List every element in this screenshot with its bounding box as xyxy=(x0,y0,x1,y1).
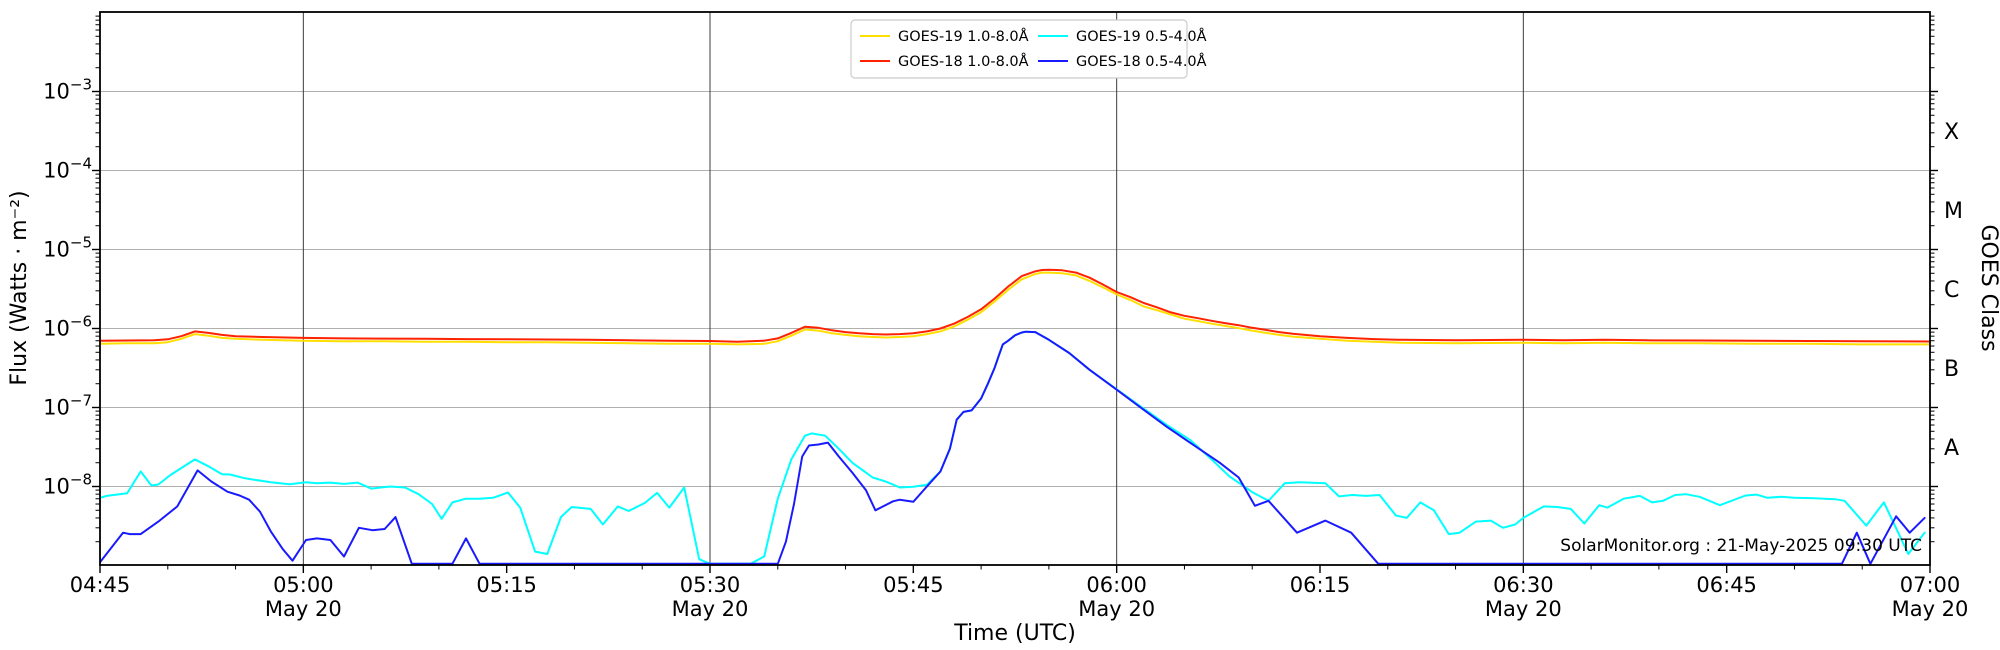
x-tick-label: 04:45 xyxy=(70,573,131,597)
legend-label-goes18-long: GOES-18 1.0-8.0Å xyxy=(898,53,1029,70)
series-curve-0 xyxy=(100,271,1930,346)
watermark: SolarMonitor.org : 21-May-2025 09:30 UTC xyxy=(1560,536,1922,556)
plot-frame xyxy=(99,11,1931,566)
legend-box xyxy=(850,19,1188,79)
x-tick-date-label: May 20 xyxy=(1078,597,1155,621)
goes-class-letter-B: B xyxy=(1944,357,1959,382)
x-tick-label: 07:00 xyxy=(1900,573,1961,597)
x-tick-label: 05:45 xyxy=(883,573,944,597)
y-tick-label: 10−8 xyxy=(43,471,92,499)
x-tick-label: 06:00 xyxy=(1086,573,1147,597)
x-tick-label: 06:15 xyxy=(1290,573,1351,597)
axis-titles: Time (UTC) Flux (Watts · m⁻²) GOES Class… xyxy=(7,190,2000,646)
y-tick-label: 10−4 xyxy=(43,155,92,183)
x-tick-label: 05:15 xyxy=(476,573,537,597)
y-tick-label: 10−5 xyxy=(43,234,92,262)
flux-curves xyxy=(100,268,1930,565)
legend-label-goes19-long: GOES-19 1.0-8.0Å xyxy=(898,28,1029,45)
axes-and-ticks xyxy=(92,11,1938,573)
legend-label-goes18-short: GOES-18 0.5-4.0Å xyxy=(1076,53,1207,70)
y-tick-label: 10−7 xyxy=(43,392,92,420)
y-tick-label: 10−6 xyxy=(43,313,92,341)
series-curve-3 xyxy=(100,330,1926,565)
x-tick-label: 06:45 xyxy=(1696,573,1757,597)
y-tick-label: 10−3 xyxy=(43,76,92,104)
goes-class-letter-M: M xyxy=(1944,199,1963,224)
x-tick-date-label: May 20 xyxy=(1892,597,1969,621)
series-curve-2 xyxy=(100,330,1926,565)
legend-label-goes19-short: GOES-19 0.5-4.0Å xyxy=(1076,28,1207,45)
legend: GOES-19 1.0-8.0Å GOES-18 1.0-8.0Å GOES-1… xyxy=(850,19,1207,79)
x-tick-label: 05:00 xyxy=(273,573,334,597)
goes-class-letter-X: X xyxy=(1944,120,1959,145)
x-tick-date-label: May 20 xyxy=(672,597,749,621)
series-curve-1 xyxy=(100,268,1930,343)
x-tick-date-label: May 20 xyxy=(265,597,342,621)
x-tick-date-label: May 20 xyxy=(1485,597,1562,621)
gridlines xyxy=(100,12,1930,565)
goes-class-letter-A: A xyxy=(1944,436,1959,461)
x-tick-label: 06:30 xyxy=(1493,573,1554,597)
x-tick-label: 05:30 xyxy=(680,573,741,597)
goes-class-letter-C: C xyxy=(1944,278,1959,303)
x-axis-title: Time (UTC) xyxy=(953,621,1076,646)
right-axis-title: GOES Class xyxy=(1976,224,2000,351)
y-axis-title: Flux (Watts · m⁻²) xyxy=(7,190,32,385)
